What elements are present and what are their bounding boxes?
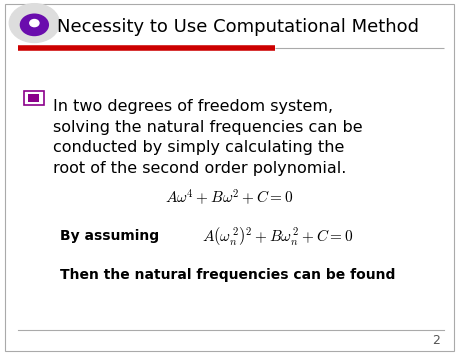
Text: $A\left(\omega_n^{\,2}\right)^2 + B\omega_n^{\,2} + C = 0$: $A\left(\omega_n^{\,2}\right)^2 + B\omeg… (201, 225, 353, 247)
FancyBboxPatch shape (5, 4, 454, 351)
FancyBboxPatch shape (24, 91, 44, 105)
Text: 2: 2 (432, 334, 440, 347)
Text: Necessity to Use Computational Method: Necessity to Use Computational Method (57, 18, 419, 36)
Text: In two degrees of freedom system,
solving the natural frequencies can be
conduct: In two degrees of freedom system, solvin… (53, 99, 362, 176)
Text: By assuming: By assuming (60, 229, 159, 243)
FancyBboxPatch shape (28, 94, 39, 102)
Circle shape (20, 13, 49, 36)
Circle shape (30, 20, 39, 27)
Text: $A\omega^4 + B\omega^2 + C = 0$: $A\omega^4 + B\omega^2 + C = 0$ (165, 187, 293, 207)
Circle shape (9, 4, 60, 43)
Text: Then the natural frequencies can be found: Then the natural frequencies can be foun… (60, 268, 395, 282)
